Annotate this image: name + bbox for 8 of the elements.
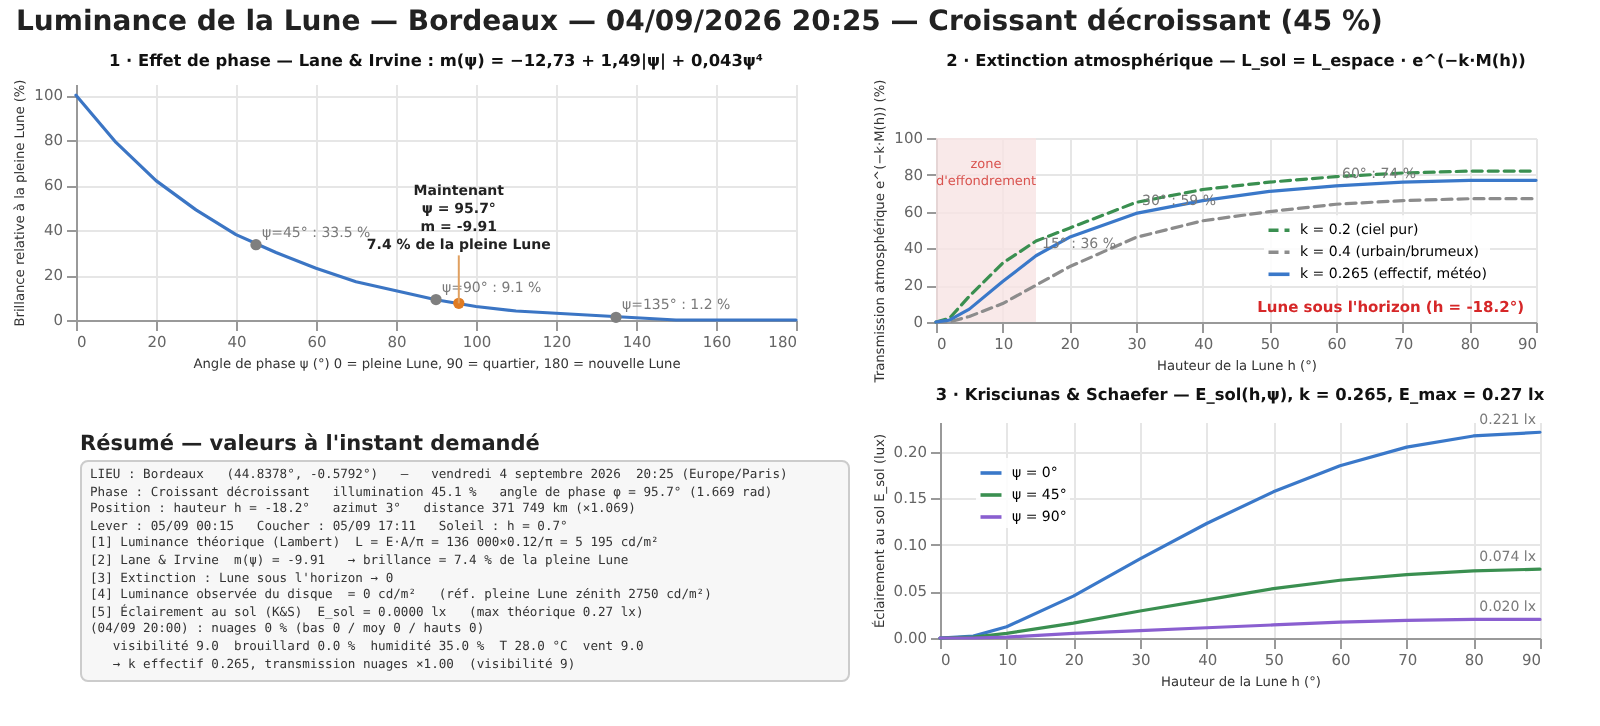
point — [250, 239, 262, 251]
chart-subtitle: 1 · Effet de phase — Lane & Irvine : m(ψ) = −12,73 + 1,49|ψ| + 0,043ψ⁴ — [108, 50, 764, 71]
chart-title: Luminance de la Lune — Bordeaux — 04/09/2026 20:25 — Croissant décroissant (45 %) — [16, 6, 1383, 38]
point — [430, 293, 442, 306]
chart-title: 3 · Krisciunas & Schaefer — E_sol(h,ψ), k = 0.265, E_max = 0.27 lx — [935, 383, 1546, 404]
text: Résumé — valeurs à l'instant demandé — [80, 432, 542, 456]
point — [610, 311, 622, 323]
chart-title: 2 · Extinction atmosphérique — L_sol = L_espace · e^(−k·M(h)) — [946, 50, 1527, 71]
